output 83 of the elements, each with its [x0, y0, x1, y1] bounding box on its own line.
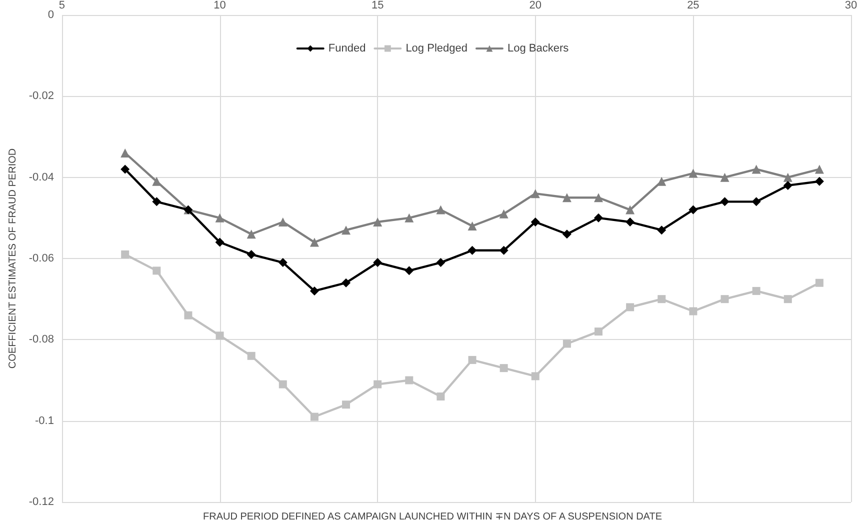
point	[752, 164, 761, 174]
point	[814, 164, 824, 174]
point	[342, 400, 350, 409]
point	[247, 352, 256, 360]
point	[720, 295, 729, 304]
point	[814, 176, 824, 186]
point	[594, 193, 604, 202]
point	[530, 189, 540, 198]
legend-label: Log Backers	[507, 42, 570, 54]
y-tick-label: -0.1	[35, 414, 54, 427]
point	[152, 266, 161, 275]
point	[215, 213, 224, 222]
point	[562, 340, 571, 348]
y-tick-label: -0.06	[28, 252, 54, 264]
point	[215, 238, 224, 247]
y-tick-label: -0.02	[28, 90, 54, 102]
point	[373, 258, 382, 268]
point	[783, 172, 792, 182]
point	[342, 226, 351, 235]
point	[121, 250, 130, 258]
point	[594, 213, 604, 222]
point	[689, 307, 698, 316]
point	[184, 311, 192, 320]
point	[468, 246, 477, 255]
point	[752, 197, 761, 206]
point	[404, 266, 414, 276]
point	[657, 176, 666, 186]
x-tick-label: 20	[529, 0, 542, 12]
y-tick-label: -0.08	[28, 334, 54, 346]
point	[657, 226, 666, 235]
x-tick-label: 30	[844, 0, 858, 12]
point	[562, 230, 572, 239]
point	[278, 258, 288, 268]
x-tick-label: 25	[687, 0, 700, 12]
point	[688, 168, 698, 178]
point	[626, 303, 634, 312]
point	[783, 180, 792, 190]
point	[530, 217, 540, 226]
point	[246, 230, 256, 239]
point	[626, 205, 635, 214]
point	[278, 380, 287, 388]
point	[468, 356, 476, 364]
legend-label: Funded	[328, 42, 366, 54]
point	[531, 372, 540, 380]
point	[342, 278, 351, 288]
y-tick-label: 0	[48, 9, 54, 21]
point	[499, 209, 508, 218]
point	[720, 172, 730, 182]
point	[752, 286, 760, 295]
point	[278, 217, 288, 226]
point	[720, 197, 730, 206]
x-axis-title: FRAUD PERIOD DEFINED AS CAMPAIGN LAUNCHED WITHIN ∓N DAYS OF A SUSPENSION DATE	[203, 512, 662, 522]
point	[499, 246, 508, 255]
point	[688, 205, 698, 214]
point	[216, 332, 224, 340]
point	[373, 217, 382, 226]
point	[310, 286, 319, 296]
point	[120, 164, 130, 174]
point	[310, 238, 319, 247]
y-axis-title: COEFFICIENT ESTIMATES OF FRAUD PERIOD	[8, 148, 18, 369]
point	[436, 258, 446, 268]
point	[626, 217, 635, 226]
point	[500, 364, 508, 372]
x-tick-label: 15	[371, 0, 384, 12]
x-tick-label: 10	[214, 0, 226, 12]
point	[436, 205, 446, 214]
point	[152, 197, 162, 206]
x-tick-label: 5	[58, 0, 66, 12]
point	[784, 295, 792, 304]
point	[562, 193, 572, 202]
point	[815, 278, 824, 287]
legend-label: Log Pledged	[406, 42, 468, 54]
point	[468, 222, 477, 231]
point	[404, 213, 414, 222]
y-tick-label: -0.12	[28, 496, 54, 508]
point	[594, 328, 603, 336]
y-tick-label: -0.04	[28, 171, 54, 184]
point	[246, 250, 256, 259]
point	[374, 380, 382, 388]
point	[658, 295, 666, 304]
point	[310, 412, 318, 421]
point	[405, 376, 414, 384]
point	[436, 392, 445, 400]
